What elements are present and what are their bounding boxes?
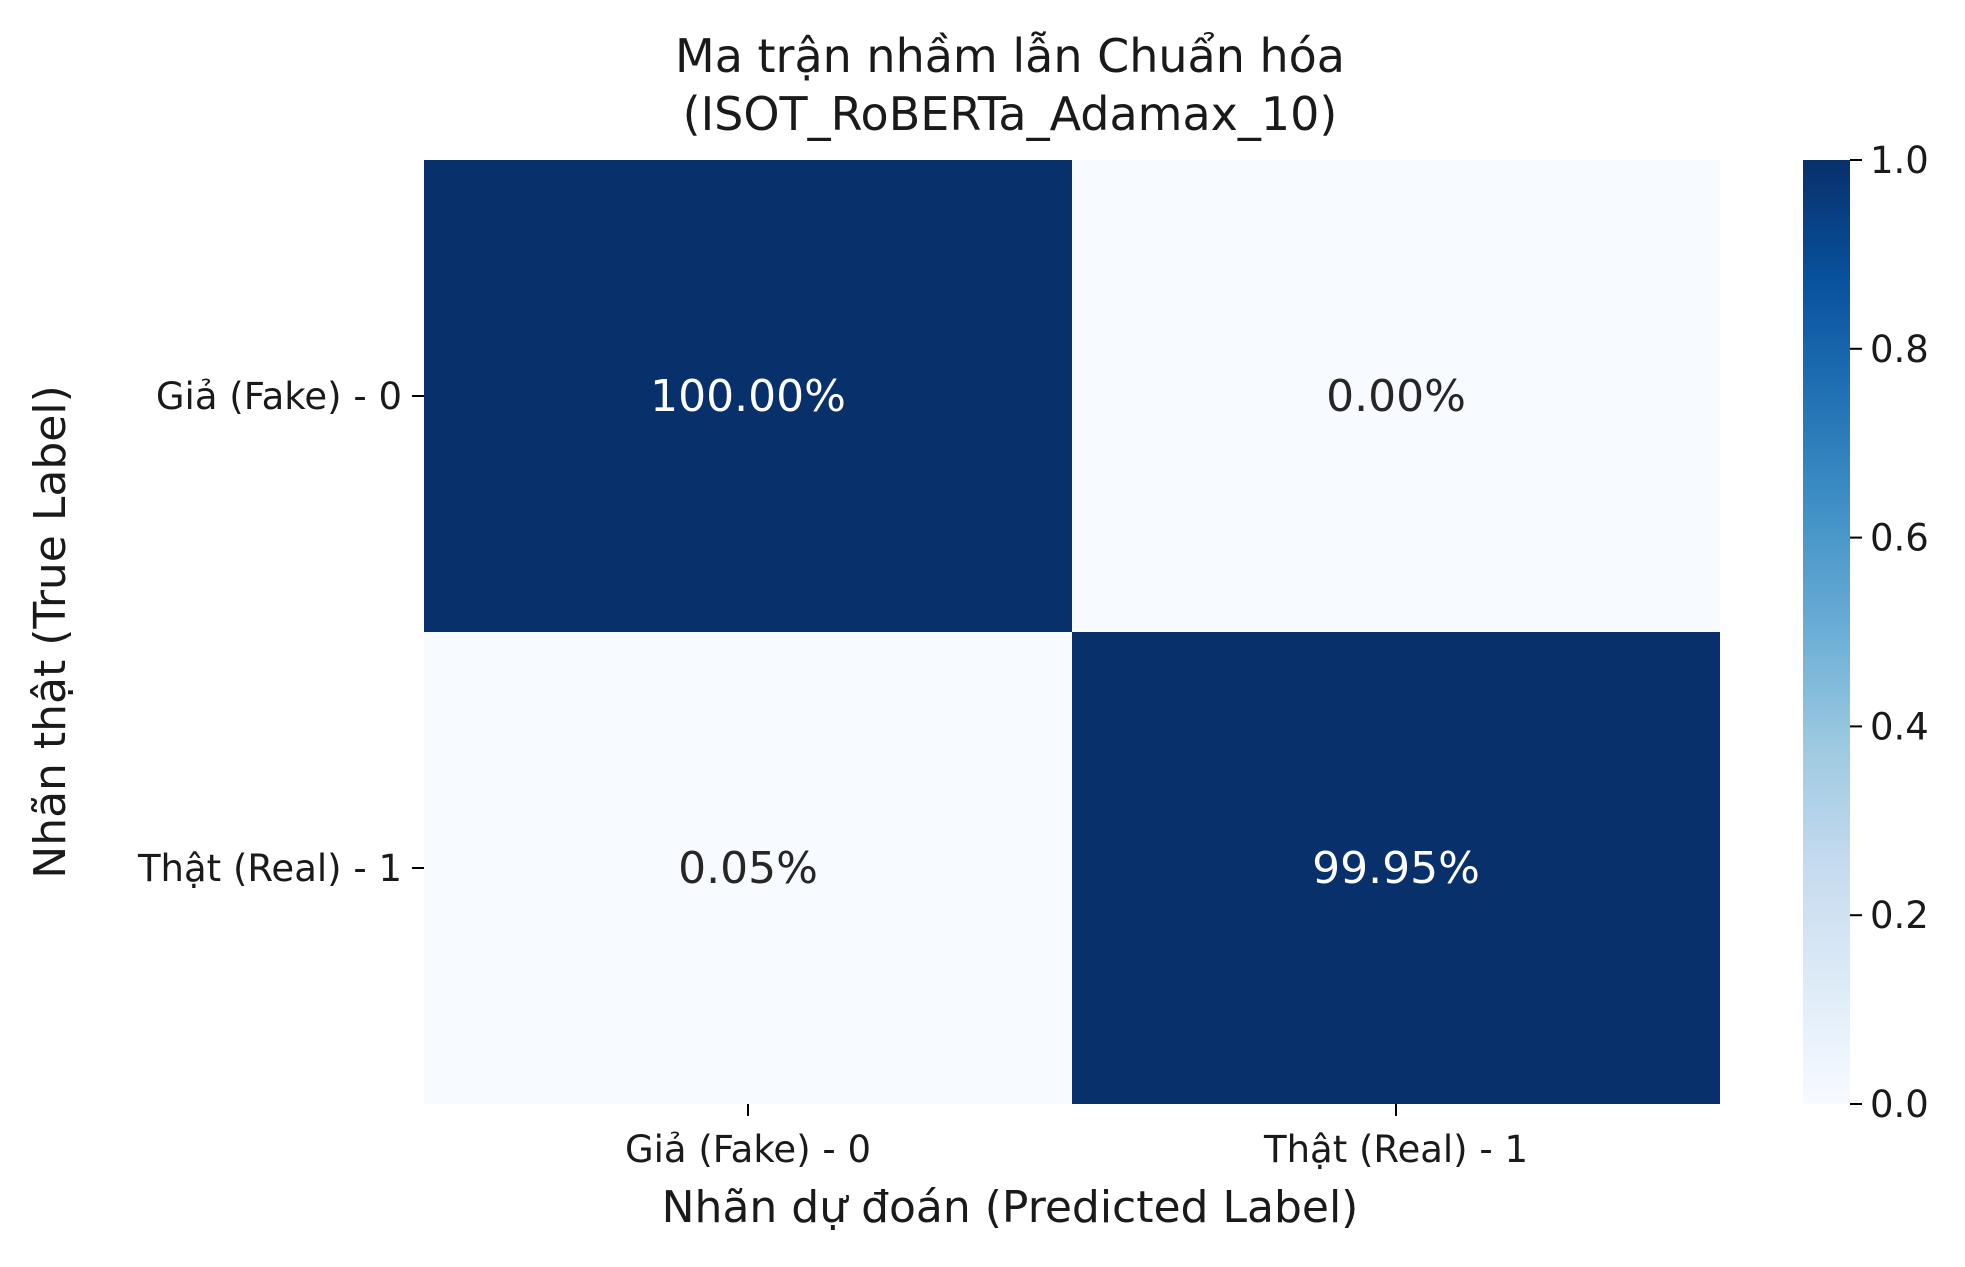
heatmap-cells	[424, 160, 1720, 1104]
heatmap-cell-label: 99.95%	[1312, 843, 1480, 894]
colorbar-ticks: 0.0 0.2 0.4 0.6 0.8 1.0	[1850, 139, 1929, 1126]
chart-title-line-2: (ISOT_RoBERTa_Adamax_10)	[683, 87, 1338, 141]
chart-title-line-1: Ma trận nhầm lẫn Chuẩn hóa	[675, 29, 1345, 83]
colorbar-tick-label: 0.2	[1870, 894, 1929, 937]
x-axis-label: Nhãn dự đoán (Predicted Label)	[662, 1182, 1359, 1233]
y-tick-label: Thật (Real) - 1	[137, 847, 402, 890]
y-tick-label: Giả (Fake) - 0	[156, 375, 402, 418]
colorbar-tick-label: 0.6	[1870, 517, 1929, 560]
heatmap-cell-label: 0.00%	[1326, 371, 1466, 422]
heatmap-cell	[424, 160, 1072, 632]
y-axis-ticks: Giả (Fake) - 0 Thật (Real) - 1	[137, 375, 424, 890]
x-tick-label: Thật (Real) - 1	[1263, 1128, 1528, 1171]
heatmap-cell-label: 100.00%	[650, 371, 846, 422]
colorbar-tick-label: 0.4	[1870, 705, 1929, 748]
heatmap-cell	[1072, 160, 1720, 632]
x-axis-ticks: Giả (Fake) - 0 Thật (Real) - 1	[625, 1104, 1528, 1171]
y-axis-label: Nhãn thật (True Label)	[25, 385, 76, 878]
colorbar-tick-label: 1.0	[1870, 139, 1929, 182]
colorbar-tick-label: 0.0	[1870, 1083, 1929, 1126]
colorbar-tick-label: 0.8	[1870, 328, 1929, 371]
colorbar	[1803, 160, 1850, 1104]
heatmap-cell-label: 0.05%	[678, 843, 818, 894]
heatmap-cell-labels: 100.00% 0.00% 0.05% 99.95%	[650, 371, 1480, 894]
x-tick-label: Giả (Fake) - 0	[625, 1128, 871, 1171]
heatmap-cell	[1072, 632, 1720, 1104]
heatmap-cell	[424, 632, 1072, 1104]
